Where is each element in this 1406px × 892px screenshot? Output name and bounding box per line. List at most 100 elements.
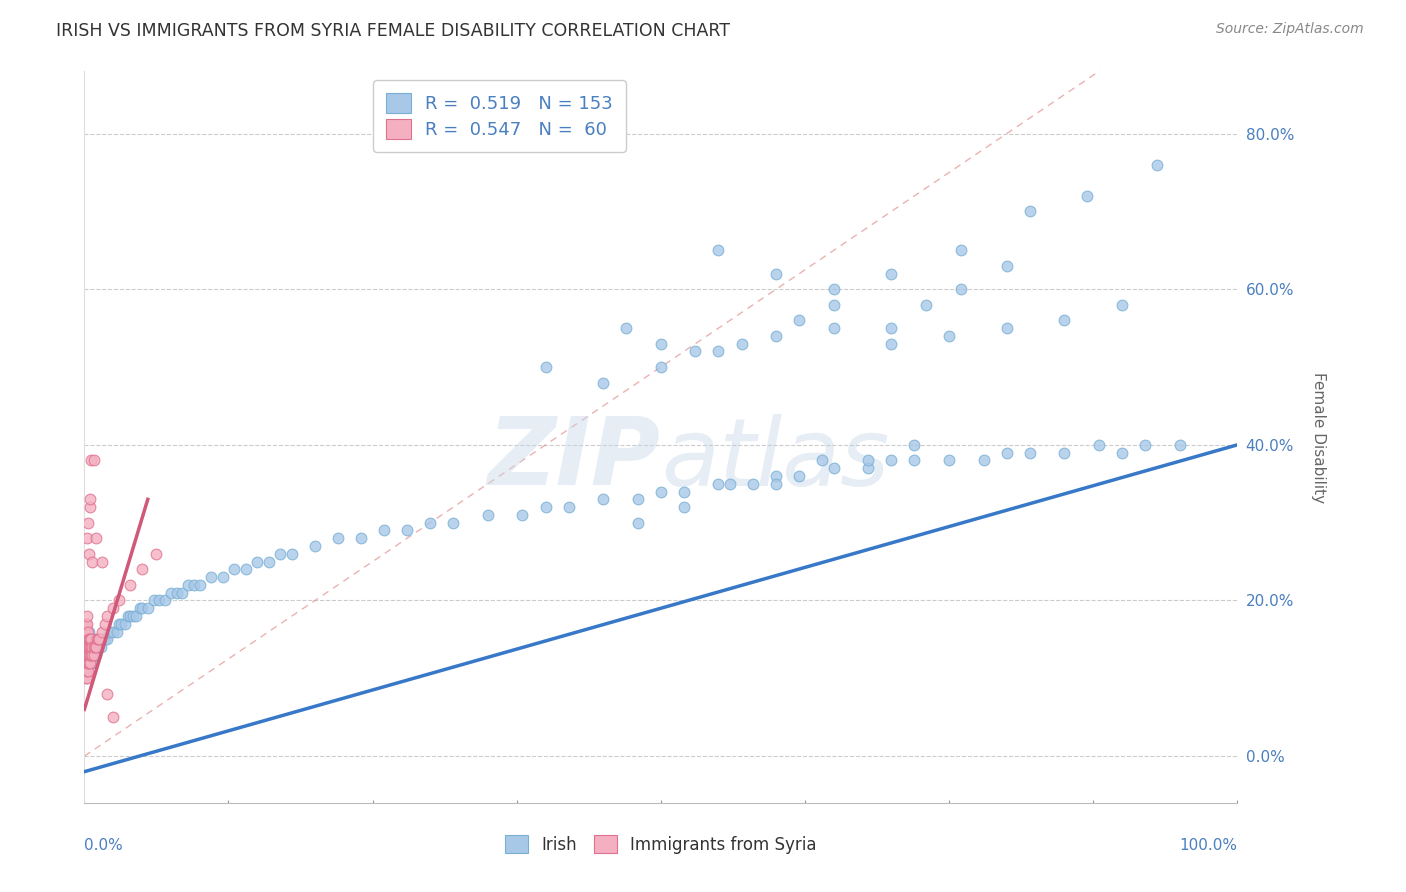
Point	[103, 710, 124, 724]
Point	[269, 547, 291, 561]
Point	[84, 531, 107, 545]
Point	[76, 656, 98, 670]
Point	[90, 632, 112, 647]
Point	[77, 640, 100, 655]
Point	[1053, 445, 1076, 459]
Point	[76, 671, 98, 685]
Point	[77, 640, 100, 655]
Point	[94, 632, 117, 647]
Point	[246, 555, 269, 569]
Point	[1088, 438, 1111, 452]
Point	[131, 562, 153, 576]
Point	[858, 453, 880, 467]
Point	[650, 336, 672, 351]
Point	[177, 578, 200, 592]
Point	[765, 329, 787, 343]
Point	[973, 453, 995, 467]
Point	[75, 624, 97, 639]
Point	[83, 640, 105, 655]
Point	[949, 244, 972, 258]
Point	[76, 656, 98, 670]
Point	[707, 244, 730, 258]
Point	[787, 469, 810, 483]
Point	[211, 570, 233, 584]
Point	[200, 570, 222, 584]
Point	[858, 461, 880, 475]
Point	[79, 640, 101, 655]
Y-axis label: Female Disability: Female Disability	[1310, 371, 1326, 503]
Point	[938, 453, 960, 467]
Point	[77, 648, 100, 662]
Point	[373, 524, 395, 538]
Point	[83, 640, 105, 655]
Point	[76, 640, 98, 655]
Point	[1168, 438, 1191, 452]
Point	[823, 298, 845, 312]
Point	[707, 476, 730, 491]
Point	[76, 632, 98, 647]
Point	[76, 648, 98, 662]
Point	[160, 585, 183, 599]
Point	[76, 624, 98, 639]
Point	[76, 632, 98, 647]
Point	[131, 601, 153, 615]
Point	[82, 656, 104, 670]
Point	[76, 632, 98, 647]
Point	[120, 578, 142, 592]
Point	[76, 624, 98, 639]
Point	[76, 648, 98, 662]
Point	[77, 648, 100, 662]
Point	[89, 632, 111, 647]
Point	[80, 640, 103, 655]
Point	[98, 624, 121, 639]
Point	[76, 632, 98, 647]
Point	[96, 632, 118, 647]
Point	[80, 640, 103, 655]
Point	[76, 624, 98, 639]
Point	[125, 609, 148, 624]
Point	[79, 656, 101, 670]
Point	[76, 664, 98, 678]
Point	[79, 632, 101, 647]
Point	[672, 500, 695, 515]
Point	[84, 648, 107, 662]
Point	[166, 585, 188, 599]
Point	[76, 664, 98, 678]
Point	[76, 656, 98, 670]
Point	[75, 632, 97, 647]
Point	[938, 329, 960, 343]
Point	[76, 640, 98, 655]
Point	[83, 648, 105, 662]
Point	[880, 267, 903, 281]
Point	[80, 632, 103, 647]
Point	[75, 632, 97, 647]
Point	[627, 492, 650, 507]
Point	[75, 648, 97, 662]
Point	[105, 624, 128, 639]
Point	[79, 640, 101, 655]
Point	[82, 632, 104, 647]
Point	[83, 640, 105, 655]
Point	[880, 321, 903, 335]
Point	[304, 539, 326, 553]
Text: IRISH VS IMMIGRANTS FROM SYRIA FEMALE DISABILITY CORRELATION CHART: IRISH VS IMMIGRANTS FROM SYRIA FEMALE DI…	[56, 22, 730, 40]
Point	[75, 648, 97, 662]
Point	[96, 609, 118, 624]
Point	[76, 648, 98, 662]
Point	[121, 609, 143, 624]
Point	[75, 656, 97, 670]
Point	[1111, 445, 1133, 459]
Text: Source: ZipAtlas.com: Source: ZipAtlas.com	[1216, 22, 1364, 37]
Point	[96, 687, 118, 701]
Point	[128, 601, 150, 615]
Point	[79, 640, 101, 655]
Point	[534, 359, 557, 374]
Point	[880, 453, 903, 467]
Point	[75, 640, 97, 655]
Point	[995, 259, 1018, 273]
Point	[120, 609, 142, 624]
Point	[76, 656, 98, 670]
Point	[257, 555, 280, 569]
Point	[823, 321, 845, 335]
Point	[83, 453, 105, 467]
